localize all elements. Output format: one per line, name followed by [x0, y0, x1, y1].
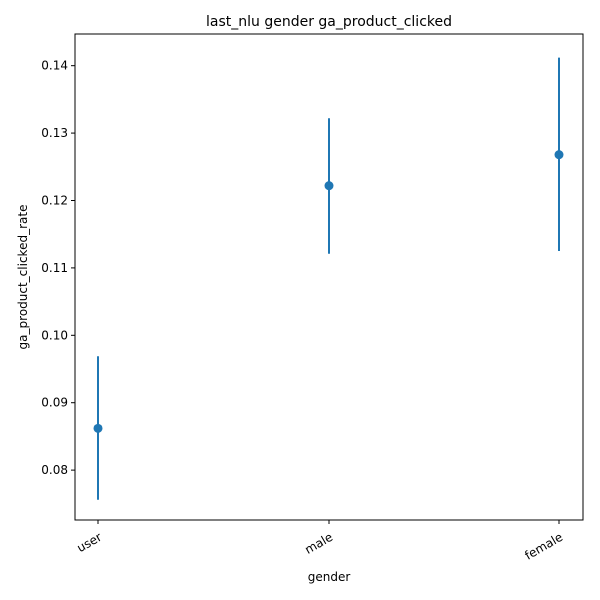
- y-axis-label: ga_product_clicked_rate: [16, 205, 30, 350]
- chart-title: last_nlu gender ga_product_clicked: [206, 14, 452, 30]
- data-point: [554, 150, 564, 160]
- y-axis: 0.08 0.09 0.10 0.11 0.12 0.13 0.14: [41, 59, 75, 477]
- y-tick-label: 0.13: [41, 126, 68, 140]
- data-point: [93, 423, 103, 433]
- data-series: [93, 57, 564, 500]
- y-tick-label: 0.11: [41, 261, 68, 275]
- y-tick-label: 0.14: [41, 59, 68, 73]
- y-tick-label: 0.09: [41, 396, 68, 410]
- data-point: [324, 181, 334, 191]
- x-axis-label: gender: [308, 570, 351, 584]
- plot-area-frame: [74, 33, 584, 521]
- y-tick-label: 0.08: [41, 463, 68, 477]
- x-tick-label: female: [522, 530, 565, 563]
- x-axis: user male female: [74, 520, 565, 563]
- x-tick-label: male: [302, 530, 335, 557]
- y-tick-label: 0.10: [41, 328, 68, 342]
- y-tick-label: 0.12: [41, 193, 68, 207]
- x-tick-label: user: [74, 530, 104, 555]
